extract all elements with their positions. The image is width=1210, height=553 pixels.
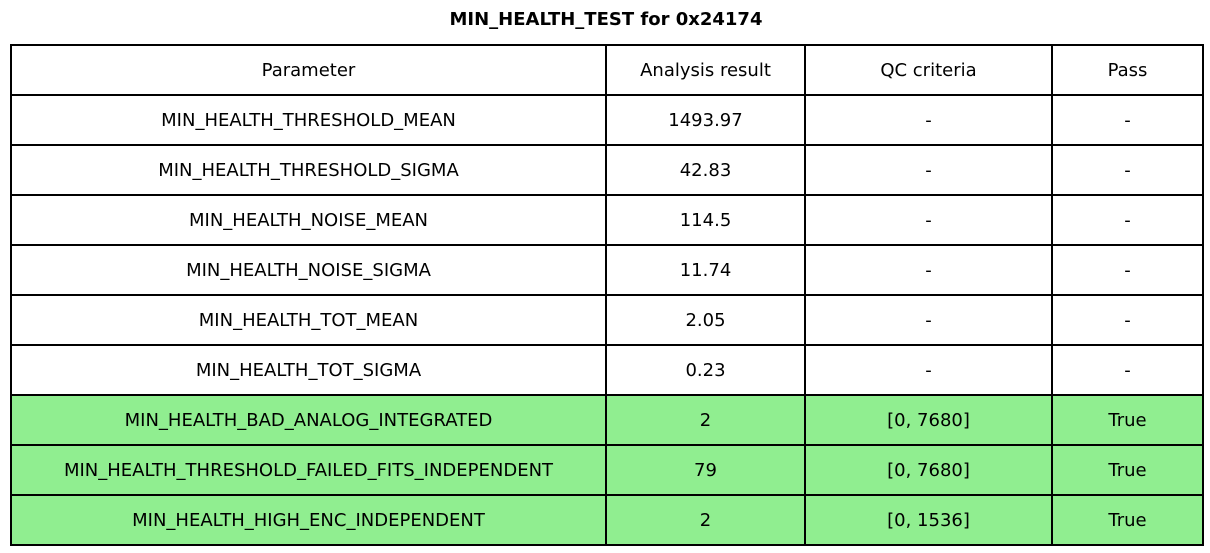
cell-analysis-result: 2 xyxy=(605,394,806,446)
cell-analysis-result: 11.74 xyxy=(605,244,806,296)
cell-pass: True xyxy=(1051,394,1204,446)
cell-analysis-result: 114.5 xyxy=(605,194,806,246)
cell-parameter: MIN_HEALTH_THRESHOLD_MEAN xyxy=(10,94,607,146)
column-header-parameter: Parameter xyxy=(10,44,607,96)
cell-analysis-result: 1493.97 xyxy=(605,94,806,146)
cell-analysis-result: 2 xyxy=(605,494,806,546)
cell-pass: - xyxy=(1051,294,1204,346)
cell-pass: - xyxy=(1051,244,1204,296)
cell-pass: - xyxy=(1051,144,1204,196)
cell-qc-criteria: - xyxy=(804,144,1053,196)
cell-parameter: MIN_HEALTH_THRESHOLD_FAILED_FITS_INDEPEN… xyxy=(10,444,607,496)
table-row: MIN_HEALTH_THRESHOLD_SIGMA 42.83 - - xyxy=(10,144,1204,196)
cell-parameter: MIN_HEALTH_NOISE_MEAN xyxy=(10,194,607,246)
table-row-passed: MIN_HEALTH_THRESHOLD_FAILED_FITS_INDEPEN… xyxy=(10,444,1204,496)
cell-parameter: MIN_HEALTH_BAD_ANALOG_INTEGRATED xyxy=(10,394,607,446)
cell-qc-criteria: [0, 1536] xyxy=(804,494,1053,546)
cell-analysis-result: 42.83 xyxy=(605,144,806,196)
cell-pass: - xyxy=(1051,194,1204,246)
cell-qc-criteria: [0, 7680] xyxy=(804,394,1053,446)
cell-qc-criteria: - xyxy=(804,194,1053,246)
cell-pass: - xyxy=(1051,94,1204,146)
column-header-pass: Pass xyxy=(1051,44,1204,96)
cell-qc-criteria: - xyxy=(804,294,1053,346)
table-row-passed: MIN_HEALTH_BAD_ANALOG_INTEGRATED 2 [0, 7… xyxy=(10,394,1204,446)
cell-analysis-result: 2.05 xyxy=(605,294,806,346)
table-row: MIN_HEALTH_TOT_MEAN 2.05 - - xyxy=(10,294,1204,346)
header-row: Parameter Analysis result QC criteria Pa… xyxy=(10,44,1204,96)
cell-qc-criteria: - xyxy=(804,94,1053,146)
cell-pass: - xyxy=(1051,344,1204,396)
cell-parameter: MIN_HEALTH_THRESHOLD_SIGMA xyxy=(10,144,607,196)
cell-qc-criteria: [0, 7680] xyxy=(804,444,1053,496)
table-row: MIN_HEALTH_TOT_SIGMA 0.23 - - xyxy=(10,344,1204,396)
cell-qc-criteria: - xyxy=(804,344,1053,396)
table-row-passed: MIN_HEALTH_HIGH_ENC_INDEPENDENT 2 [0, 15… xyxy=(10,494,1204,546)
page-title: MIN_HEALTH_TEST for 0x24174 xyxy=(449,9,763,30)
cell-analysis-result: 0.23 xyxy=(605,344,806,396)
qc-results-table: Parameter Analysis result QC criteria Pa… xyxy=(10,44,1204,546)
table-row: MIN_HEALTH_NOISE_SIGMA 11.74 - - xyxy=(10,244,1204,296)
table-row: MIN_HEALTH_NOISE_MEAN 114.5 - - xyxy=(10,194,1204,246)
cell-parameter: MIN_HEALTH_TOT_MEAN xyxy=(10,294,607,346)
cell-pass: True xyxy=(1051,444,1204,496)
cell-parameter: MIN_HEALTH_TOT_SIGMA xyxy=(10,344,607,396)
table-row: MIN_HEALTH_THRESHOLD_MEAN 1493.97 - - xyxy=(10,94,1204,146)
column-header-analysis-result: Analysis result xyxy=(605,44,806,96)
cell-parameter: MIN_HEALTH_NOISE_SIGMA xyxy=(10,244,607,296)
cell-parameter: MIN_HEALTH_HIGH_ENC_INDEPENDENT xyxy=(10,494,607,546)
cell-qc-criteria: - xyxy=(804,244,1053,296)
cell-pass: True xyxy=(1051,494,1204,546)
column-header-qc-criteria: QC criteria xyxy=(804,44,1053,96)
cell-analysis-result: 79 xyxy=(605,444,806,496)
